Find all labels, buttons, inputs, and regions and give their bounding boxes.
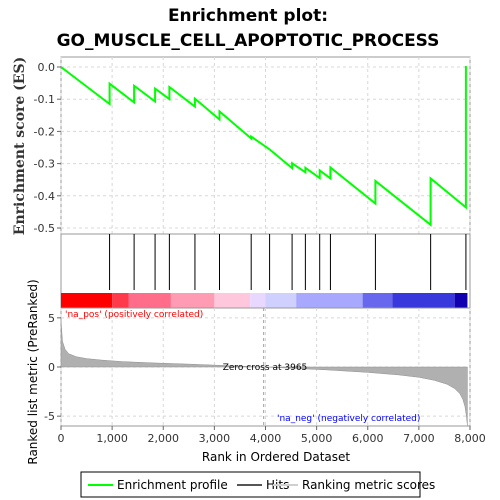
heat-band-segment: [170, 293, 215, 308]
metric-y-tick-label: 0: [48, 361, 55, 374]
x-tick-label: 4,000: [250, 432, 282, 445]
chart-title-line2: GO_MUSCLE_CELL_APOPTOTIC_PROCESS: [57, 31, 440, 51]
metric-y-ticks: 5 0 -5: [44, 312, 61, 423]
pos-correlated-label: 'na_pos' (positively correlated): [65, 310, 203, 320]
neg-correlated-label: 'na_neg' (negatively correlated): [277, 414, 420, 424]
legend-metric-label: Ranking metric scores: [302, 478, 435, 492]
x-tick-label: 5,000: [301, 432, 333, 445]
x-tick-label: 7,000: [403, 432, 435, 445]
heat-band-segment: [214, 293, 251, 308]
es-panel: 0.0 -0.1 -0.2 -0.3 -0.4 -0.5 Enrichment score…: [12, 56, 471, 235]
heat-band-segment: [128, 293, 171, 308]
heat-band-segment: [362, 293, 393, 308]
chart-title-line1: Enrichment plot:: [168, 6, 328, 26]
es-y-tick-label: 0.0: [38, 61, 56, 74]
metric-y-tick-label: 5: [48, 312, 55, 325]
metric-y-axis-label: Ranked list metric (PreRanked): [26, 279, 40, 464]
heat-band-segment: [392, 293, 455, 308]
hit-markers: [109, 234, 467, 290]
es-y-ticks: 0.0 -0.1 -0.2 -0.3 -0.4 -0.5: [34, 61, 61, 235]
es-y-tick-label: -0.5: [34, 222, 55, 235]
heat-band-segment: [296, 293, 363, 308]
legend-enrichment-label: Enrichment profile: [117, 478, 228, 492]
es-y-tick-label: -0.4: [34, 190, 55, 203]
x-tick-label: 3,000: [199, 432, 231, 445]
x-tick-label: 6,000: [352, 432, 384, 445]
x-tick-label: 2,000: [148, 432, 180, 445]
enrichment-profile-line: [60, 66, 467, 227]
es-y-tick-label: -0.2: [34, 125, 55, 138]
ranking-metric-area: [60, 319, 468, 427]
x-tick-label: 8,000: [454, 432, 486, 445]
heat-band-segment: [454, 293, 468, 308]
es-y-tick-label: -0.1: [34, 93, 55, 106]
x-axis-label: Rank in Ordered Dataset: [202, 450, 350, 464]
zero-cross-label: Zero cross at 3965: [223, 363, 308, 373]
x-axis: 0 1,000 2,000 3,000 4,000 5,000 6,000 7,000 8,00…: [58, 426, 486, 445]
heat-band-segment: [265, 293, 297, 308]
heat-band-segment: [61, 293, 113, 308]
x-tick-label: 1,000: [96, 432, 128, 445]
es-y-tick-label: -0.3: [34, 158, 55, 171]
heat-band-segment: [112, 293, 129, 308]
legend: Enrichment profile Hits Ranking metric s…: [80, 471, 435, 498]
hits-panel: [60, 233, 471, 309]
metric-y-tick-label: -5: [44, 410, 55, 423]
heat-band-segment: [250, 293, 266, 308]
x-tick-label: 0: [58, 432, 65, 445]
ranking-heat-band: [61, 293, 468, 308]
es-y-axis-label: Enrichment score (ES): [12, 57, 28, 235]
